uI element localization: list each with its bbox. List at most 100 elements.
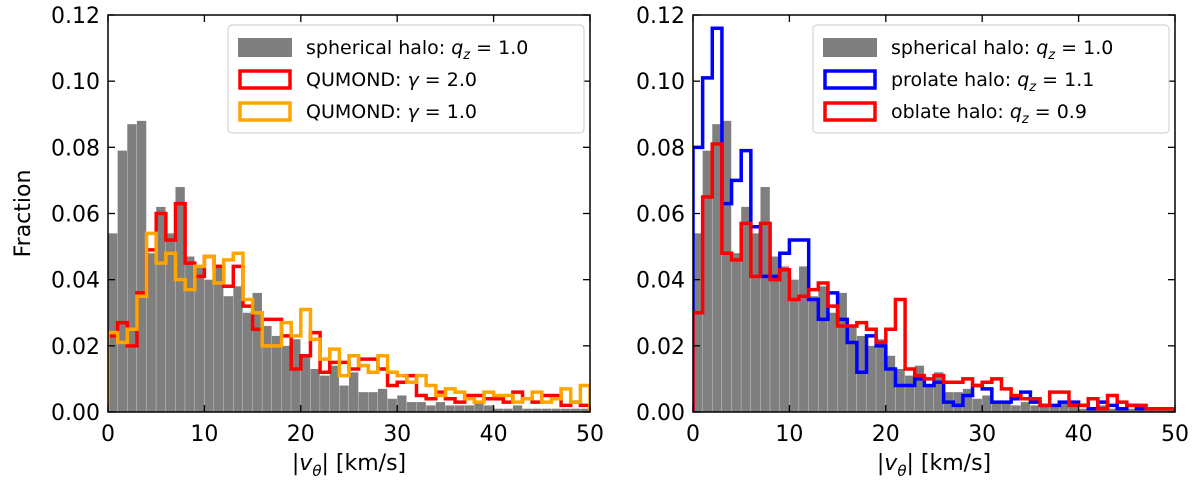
chart-panel-1: 0 10 20 30 40 50 0.00 0.02 0.04 0.06 0.08 0.10 0.12 |…: [11, 4, 604, 480]
bar: [464, 405, 475, 412]
bar: [483, 405, 494, 412]
bar: [136, 120, 147, 412]
bar: [1030, 405, 1040, 412]
bar: [1049, 405, 1060, 412]
bar: [972, 398, 982, 412]
x-axis-label: |vθ| [km/s]: [877, 451, 991, 480]
bar: [1107, 408, 1117, 412]
x-tick-label: 0: [686, 422, 700, 447]
bar: [233, 286, 243, 412]
bar: [693, 233, 703, 412]
y-tick-label: 0.10: [636, 70, 685, 95]
legend: spherical halo: qz = 1.0 prolate halo: qz…: [812, 24, 1170, 134]
y-tick-label: 0.00: [636, 401, 685, 426]
bar: [847, 325, 857, 412]
bar: [1078, 408, 1088, 412]
bar: [156, 206, 166, 412]
legend-label: QUMOND: γ = 1.0: [306, 101, 477, 123]
bar: [808, 296, 819, 412]
series-1-step-line: [693, 26, 1175, 412]
series-0-bars: [108, 120, 590, 412]
y-axis-label: Fraction: [11, 170, 36, 258]
bar: [252, 292, 262, 412]
y-tick-label: 0.06: [636, 203, 685, 228]
bar: [818, 286, 828, 412]
x-tick-label: 10: [190, 422, 218, 447]
bar: [426, 405, 436, 412]
bar: [1011, 405, 1021, 412]
bar: [320, 375, 330, 412]
bar: [377, 388, 388, 412]
bar: [416, 402, 426, 412]
bar: [185, 256, 195, 412]
bar: [291, 339, 301, 412]
series-2-step-line: [693, 142, 1175, 412]
bar: [799, 266, 809, 412]
x-axis-label: |vθ| [km/s]: [292, 451, 406, 480]
bar: [117, 150, 127, 412]
bar: [349, 372, 359, 412]
legend-swatch: [823, 69, 877, 90]
bar: [837, 292, 847, 412]
bar: [1059, 402, 1069, 412]
x-axis: 0 10 20 30 40 50: [686, 15, 1189, 447]
chart-panel-2: 0 10 20 30 40 50 0.00 0.02 0.04 0.06 0.08 0.10 0.12 |…: [636, 4, 1189, 480]
bar: [1126, 408, 1137, 412]
bar: [271, 335, 282, 412]
legend-label: prolate halo: qz = 1.1: [891, 69, 1094, 95]
bar: [435, 402, 446, 412]
bar: [445, 405, 455, 412]
bar: [493, 408, 503, 412]
legend-box: [227, 24, 585, 134]
bar: [905, 375, 915, 412]
bar: [165, 233, 176, 412]
bar: [953, 392, 963, 412]
bar: [924, 385, 934, 412]
bar: [991, 402, 1002, 412]
bar: [885, 355, 896, 412]
bar: [1068, 405, 1079, 412]
bar: [750, 233, 761, 412]
bar: [789, 279, 799, 412]
bar: [1040, 405, 1050, 412]
bar: [561, 408, 571, 412]
bar: [876, 339, 886, 412]
bar: [223, 296, 234, 412]
y-tick-label: 0.08: [636, 136, 685, 161]
legend: spherical halo: qz = 1.0 QUMOND: γ = 2.0 Q…: [227, 24, 585, 134]
x-tick-label: 20: [872, 422, 900, 447]
bar: [1020, 402, 1031, 412]
y-tick-label: 0.06: [51, 203, 100, 228]
bar: [310, 368, 320, 412]
bar: [914, 365, 925, 412]
bar: [866, 345, 876, 412]
bar: [300, 355, 311, 412]
legend-box: [812, 24, 1170, 134]
series-2-step-line: [108, 231, 590, 412]
y-axis: 0.00 0.02 0.04 0.06 0.08 0.10 0.12: [51, 4, 590, 426]
legend-label: oblate halo: qz = 0.9: [891, 101, 1087, 127]
legend-swatch: [238, 69, 292, 90]
bar: [580, 408, 590, 412]
y-tick-label: 0.04: [51, 269, 100, 294]
bar: [242, 312, 253, 412]
x-tick-label: 50: [576, 422, 604, 447]
bar: [522, 408, 532, 412]
bar: [779, 266, 790, 412]
x-axis: 0 10 20 30 40 50: [101, 15, 604, 447]
y-axis: 0.00 0.02 0.04 0.06 0.08 0.10 0.12: [636, 4, 1175, 426]
bar: [721, 120, 732, 412]
bar: [387, 398, 397, 412]
legend-label: spherical halo: qz = 1.0: [306, 37, 528, 63]
y-tick-label: 0.10: [51, 70, 100, 95]
bar: [175, 187, 185, 412]
x-tick-label: 40: [1065, 422, 1093, 447]
legend-swatch: [823, 38, 877, 57]
bar: [541, 408, 552, 412]
bar: [146, 253, 156, 412]
legend-swatch: [238, 38, 292, 57]
bar: [503, 408, 513, 412]
bar: [368, 392, 378, 412]
y-tick-label: 0.04: [636, 269, 685, 294]
